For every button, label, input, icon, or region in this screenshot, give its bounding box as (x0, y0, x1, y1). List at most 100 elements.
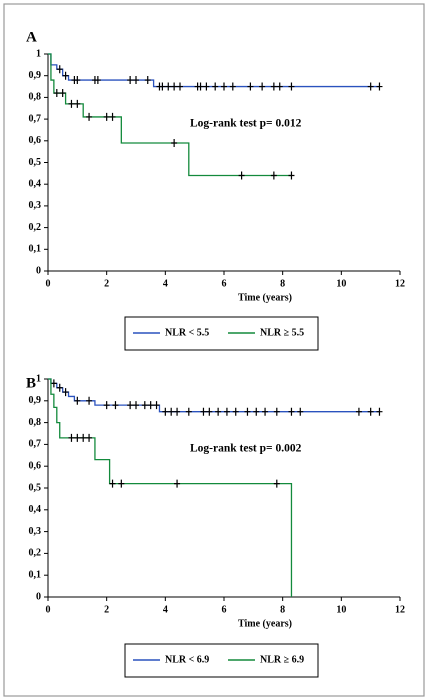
y-tick-label: 0,5 (29, 157, 42, 168)
x-tick-label: 0 (46, 278, 51, 289)
censor-mark (86, 396, 93, 405)
censor-mark (185, 407, 192, 416)
censor-mark (376, 407, 383, 416)
survival-curve (48, 378, 380, 413)
annotation: Log-rank test p= 0.002 (190, 443, 302, 455)
legend-box (124, 643, 319, 678)
censor-mark (103, 401, 110, 410)
censor-mark (62, 388, 69, 397)
censor-mark (86, 433, 93, 442)
censor-mark (215, 407, 222, 416)
censor-mark (232, 407, 239, 416)
y-tick-label: 0 (36, 591, 41, 602)
censor-mark (50, 379, 57, 388)
y-tick-label: 0,9 (29, 70, 42, 81)
y-tick-label: 0,9 (29, 395, 42, 406)
censor-mark (53, 89, 60, 98)
censor-mark (162, 407, 169, 416)
censor-mark (80, 433, 87, 442)
y-tick-label: 0 (36, 265, 41, 276)
censor-mark (141, 401, 148, 410)
censor-mark (74, 396, 81, 405)
censor-mark (253, 407, 260, 416)
annotation: Log-rank test p= 0.012 (190, 118, 302, 130)
y-tick-label: 0,6 (29, 135, 42, 146)
y-tick-label: 0,2 (29, 222, 42, 233)
censor-mark (59, 89, 66, 98)
censor-mark (238, 171, 245, 180)
censor-mark (109, 112, 116, 121)
censor-mark (56, 383, 63, 392)
panel-label: A (26, 29, 37, 45)
censor-mark (109, 479, 116, 488)
censor-mark (68, 433, 75, 442)
censor-mark (168, 407, 175, 416)
censor-mark (62, 71, 69, 80)
y-tick-label: 0,3 (29, 526, 42, 537)
censor-mark (68, 99, 75, 108)
censor-mark (74, 433, 81, 442)
x-tick-label: 0 (46, 604, 51, 615)
y-tick-label: 0,5 (29, 482, 42, 493)
censor-mark (159, 82, 166, 91)
censor-mark (288, 407, 295, 416)
censor-mark (177, 82, 183, 91)
x-tick-label: 12 (395, 278, 405, 289)
censor-mark (174, 479, 181, 488)
censor-mark (200, 407, 207, 416)
censor-mark (297, 407, 304, 416)
censor-mark (221, 82, 227, 91)
y-tick-label: 1 (36, 48, 41, 59)
censor-mark (171, 138, 178, 147)
censor-mark (127, 76, 134, 85)
x-tick-label: 8 (280, 604, 285, 615)
y-tick-label: 0,7 (29, 113, 42, 124)
x-axis-label: Time (years) (238, 292, 292, 303)
censor-mark (288, 82, 295, 91)
y-tick-label: 0,7 (29, 439, 42, 450)
censor-mark (112, 401, 119, 410)
censor-mark (273, 479, 280, 488)
x-tick-label: 6 (222, 604, 227, 615)
censor-mark (223, 407, 230, 416)
x-tick-label: 10 (336, 604, 346, 615)
censor-mark (197, 82, 204, 91)
censor-mark (133, 76, 139, 85)
x-axis-label: Time (years) (238, 618, 292, 629)
censor-mark (153, 401, 160, 410)
censor-mark (56, 65, 63, 74)
censor-mark (147, 401, 154, 410)
censor-mark (273, 407, 280, 416)
censor-mark (171, 82, 178, 91)
censor-mark (262, 407, 269, 416)
censor-mark (74, 76, 81, 85)
censor-mark (247, 82, 254, 91)
legend-label: NLR ≥ 6.9 (260, 654, 304, 665)
survival-curve (48, 378, 293, 597)
censor-mark (270, 171, 277, 180)
y-tick-label: 0,4 (29, 504, 42, 515)
censor-mark (367, 82, 374, 91)
x-tick-label: 8 (280, 278, 285, 289)
y-tick-label: 0,8 (29, 417, 42, 428)
censor-mark (244, 407, 251, 416)
figure-frame (3, 3, 425, 697)
censor-mark (270, 82, 277, 91)
censor-mark (74, 99, 81, 108)
legend-label: NLR ≥ 5.5 (260, 327, 304, 338)
x-tick-label: 2 (104, 604, 109, 615)
censor-mark (355, 407, 362, 416)
legend-label: NLR < 5.5 (165, 327, 209, 338)
censor-mark (133, 401, 139, 410)
y-tick-label: 0,4 (29, 178, 42, 189)
y-tick-label: 1 (36, 373, 41, 384)
censor-mark (127, 401, 134, 410)
censor-mark (259, 82, 266, 91)
x-tick-label: 6 (222, 278, 227, 289)
panel-label: B (26, 375, 36, 391)
censor-mark (94, 76, 101, 85)
y-tick-label: 0,3 (29, 200, 42, 211)
x-tick-label: 4 (163, 604, 168, 615)
x-tick-label: 12 (395, 604, 405, 615)
